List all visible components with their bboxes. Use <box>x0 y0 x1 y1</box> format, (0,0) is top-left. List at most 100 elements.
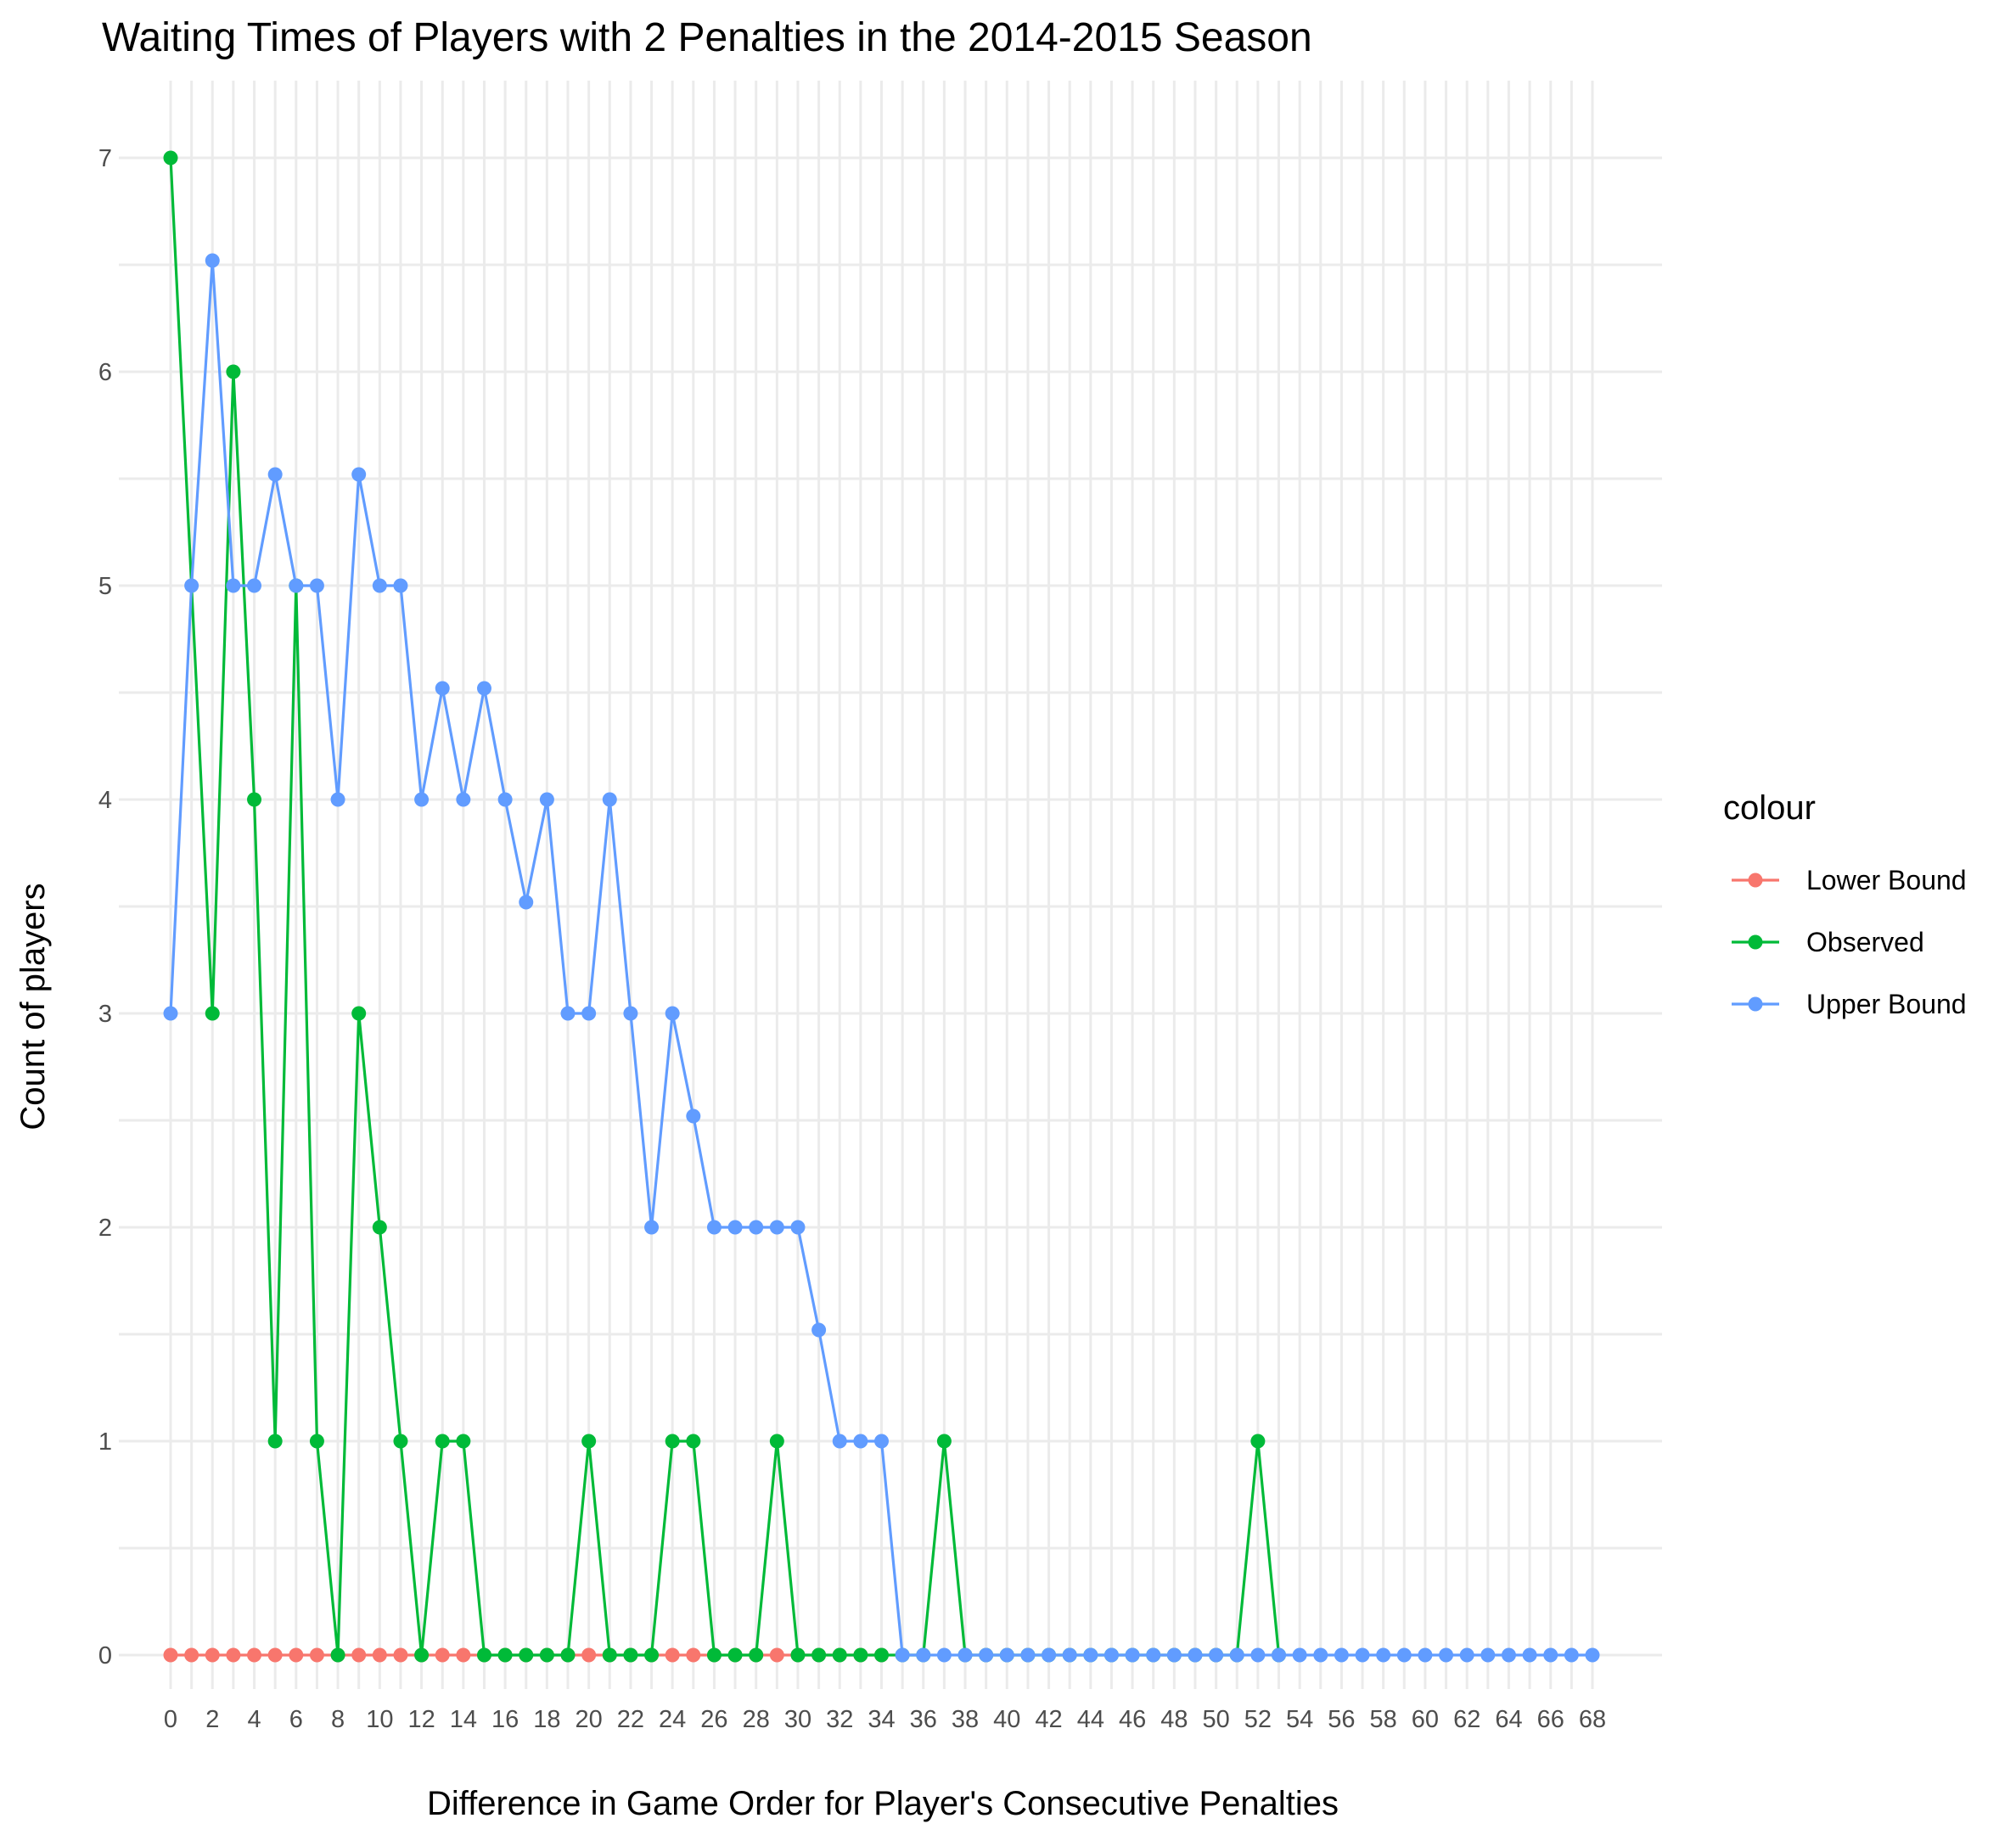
x-tick-label: 26 <box>700 1706 727 1733</box>
data-point-upper-bound <box>1146 1647 1161 1663</box>
data-point-observed <box>811 1647 827 1663</box>
legend-item-observed: Observed <box>1732 927 1924 957</box>
data-point-observed <box>372 1220 387 1235</box>
x-tick-label: 40 <box>993 1706 1020 1733</box>
data-point-observed <box>790 1647 806 1663</box>
data-point-observed <box>749 1647 764 1663</box>
data-point-observed <box>665 1434 680 1449</box>
data-point-upper-bound <box>414 792 430 807</box>
data-point-upper-bound <box>539 792 554 807</box>
data-point-upper-bound <box>1334 1647 1349 1663</box>
x-tick-label: 22 <box>617 1706 644 1733</box>
y-gridlines <box>119 156 1662 1657</box>
y-tick-label: 5 <box>98 573 112 600</box>
data-point-upper-bound <box>999 1647 1014 1663</box>
y-tick-label: 7 <box>98 145 112 172</box>
x-tick-label: 54 <box>1286 1706 1313 1733</box>
data-point-upper-bound <box>1272 1647 1287 1663</box>
x-tick-label: 12 <box>407 1706 435 1733</box>
data-point-upper-bound <box>289 578 304 593</box>
x-tick-label: 20 <box>576 1706 603 1733</box>
legend-title: colour <box>1723 789 1816 827</box>
data-point-upper-bound <box>1020 1647 1036 1663</box>
data-point-upper-bound <box>351 467 367 482</box>
x-axis-ticks: 0 2 4 6 8 10 12 14 16 18 20 22 24 26 28 30 32 34 36 38 40 42 4… <box>164 1706 1606 1733</box>
y-axis-ticks: 0 1 2 3 4 5 6 7 <box>98 145 112 1669</box>
data-point-observed <box>769 1434 784 1449</box>
y-tick-label: 1 <box>98 1428 112 1456</box>
data-point-observed <box>560 1647 576 1663</box>
y-tick-label: 3 <box>98 1001 112 1028</box>
data-point-observed <box>330 1647 345 1663</box>
data-point-observed <box>853 1647 868 1663</box>
data-point-upper-bound <box>1418 1647 1433 1663</box>
data-point-upper-bound <box>706 1220 722 1235</box>
x-tick-label: 42 <box>1035 1706 1062 1733</box>
data-point-observed <box>497 1647 513 1663</box>
x-tick-label: 38 <box>952 1706 979 1733</box>
data-point-lower-bound <box>267 1647 283 1663</box>
data-point-upper-bound <box>832 1434 847 1449</box>
x-tick-label: 52 <box>1244 1706 1272 1733</box>
legend-item-lower-bound: Lower Bound <box>1732 865 1967 895</box>
data-point-upper-bound <box>476 681 491 696</box>
data-point-lower-bound <box>163 1647 178 1663</box>
data-point-lower-bound <box>247 1647 262 1663</box>
data-point-observed <box>519 1647 534 1663</box>
data-point-upper-bound <box>1459 1647 1474 1663</box>
data-point-lower-bound <box>309 1647 324 1663</box>
data-point-upper-bound <box>644 1220 660 1235</box>
x-tick-label: 60 <box>1412 1706 1439 1733</box>
data-point-upper-bound <box>1480 1647 1496 1663</box>
y-tick-label: 0 <box>98 1642 112 1669</box>
data-point-upper-bound <box>1439 1647 1454 1663</box>
data-point-lower-bound <box>372 1647 387 1663</box>
legend-key-point <box>1748 996 1763 1012</box>
data-point-upper-bound <box>853 1434 868 1449</box>
data-point-lower-bound <box>289 1647 304 1663</box>
data-point-lower-bound <box>769 1647 784 1663</box>
data-point-upper-bound <box>1543 1647 1558 1663</box>
data-point-observed <box>267 1434 283 1449</box>
data-point-upper-bound <box>769 1220 784 1235</box>
legend-label: Upper Bound <box>1806 989 1967 1019</box>
legend-label: Lower Bound <box>1806 865 1967 895</box>
data-point-upper-bound <box>519 895 534 910</box>
data-point-upper-bound <box>602 792 617 807</box>
data-point-upper-bound <box>163 1006 178 1021</box>
x-tick-label: 18 <box>533 1706 560 1733</box>
data-point-upper-bound <box>309 578 324 593</box>
x-tick-label: 8 <box>331 1706 345 1733</box>
x-tick-label: 48 <box>1160 1706 1188 1733</box>
x-tick-label: 68 <box>1579 1706 1606 1733</box>
data-point-upper-bound <box>790 1220 806 1235</box>
x-tick-label: 58 <box>1370 1706 1397 1733</box>
data-point-upper-bound <box>1292 1647 1307 1663</box>
data-point-lower-bound <box>226 1647 241 1663</box>
data-point-lower-bound <box>686 1647 701 1663</box>
data-point-upper-bound <box>623 1006 638 1021</box>
data-point-upper-bound <box>393 578 408 593</box>
data-point-upper-bound <box>1396 1647 1412 1663</box>
data-point-upper-bound <box>727 1220 743 1235</box>
data-point-upper-bound <box>1188 1647 1203 1663</box>
data-point-observed <box>686 1434 701 1449</box>
data-point-lower-bound <box>184 1647 199 1663</box>
data-point-upper-bound <box>874 1434 889 1449</box>
data-point-observed <box>205 1006 220 1021</box>
series-layer <box>163 150 1600 1663</box>
x-tick-label: 4 <box>247 1706 261 1733</box>
data-point-upper-bound <box>1355 1647 1370 1663</box>
x-tick-label: 46 <box>1119 1706 1146 1733</box>
data-point-upper-bound <box>1313 1647 1328 1663</box>
x-tick-label: 2 <box>205 1706 219 1733</box>
legend-item-upper-bound: Upper Bound <box>1732 989 1967 1019</box>
legend: colour Lower Bound Observed Upper Bound <box>1723 789 1967 1019</box>
data-point-observed <box>602 1647 617 1663</box>
data-point-observed <box>581 1434 597 1449</box>
data-point-upper-bound <box>1042 1647 1057 1663</box>
data-point-lower-bound <box>393 1647 408 1663</box>
data-point-lower-bound <box>665 1647 680 1663</box>
x-tick-label: 62 <box>1453 1706 1480 1733</box>
